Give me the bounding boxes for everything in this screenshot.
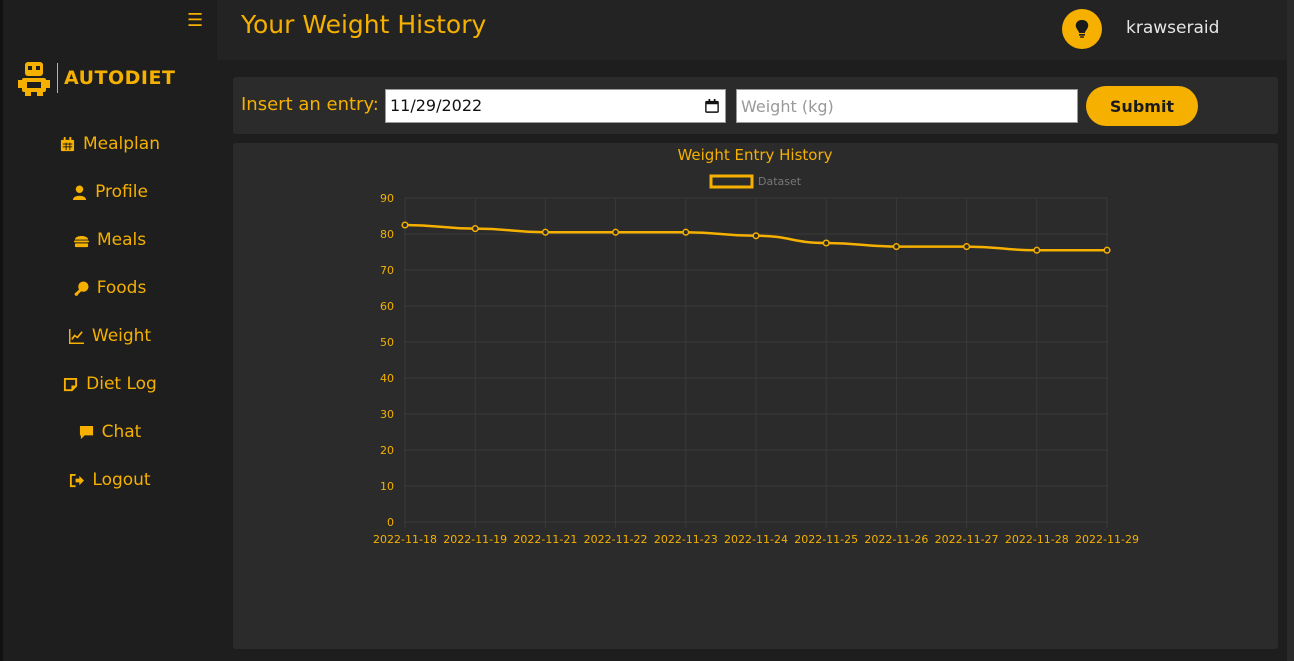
hamburger-menu-icon[interactable]: ☰: [187, 10, 204, 31]
lightbulb-button[interactable]: [1062, 9, 1102, 49]
weight-input[interactable]: [736, 89, 1078, 123]
username-label[interactable]: krawseraid: [1126, 18, 1220, 38]
top-bar: Your Weight History krawseraid: [217, 0, 1287, 60]
y-tick-label: 10: [380, 480, 394, 493]
data-point[interactable]: [892, 243, 900, 251]
chart-line-icon: [68, 328, 84, 344]
logout-icon: [70, 473, 85, 487]
page-title: Your Weight History: [241, 10, 487, 39]
sidebar-item-label: Meals: [96, 230, 147, 250]
x-tick-label: 2022-11-18: [373, 533, 437, 546]
user-icon: [73, 184, 87, 200]
chart-title: Weight Entry History: [677, 146, 832, 164]
sidebar-item-chat[interactable]: Chat: [3, 408, 217, 456]
sidebar-item-mealplan[interactable]: Mealplan: [3, 120, 217, 168]
sidebar-item-label: Diet Log: [86, 374, 157, 394]
x-tick-label: 2022-11-19: [443, 533, 507, 546]
drumstick-icon: [74, 280, 89, 296]
sidebar-item-label: Foods: [96, 278, 147, 298]
y-tick-label: 80: [380, 228, 394, 241]
data-point[interactable]: [612, 228, 620, 236]
x-tick-label: 2022-11-29: [1075, 533, 1139, 546]
chart-grid: [404, 197, 1108, 528]
scrollbar-track[interactable]: [1287, 0, 1294, 661]
legend-swatch[interactable]: [709, 174, 754, 189]
data-point[interactable]: [682, 228, 690, 236]
x-axis: 2022-11-18 2022-11-19 2022-11-21 2022-11-22…: [373, 533, 1139, 546]
burger-icon: [73, 235, 89, 247]
submit-button[interactable]: Submit: [1086, 86, 1198, 126]
robot-logo-icon: [18, 62, 50, 96]
calendar-picker-icon[interactable]: [705, 99, 719, 113]
y-axis: 0 10 20 30 40 50 60 70 80 90: [380, 192, 394, 529]
logo-divider: [57, 63, 58, 93]
y-tick-label: 70: [380, 264, 394, 277]
sidebar-item-label: Weight: [91, 326, 152, 346]
sidebar-item-label: Chat: [101, 422, 142, 442]
y-tick-label: 60: [380, 300, 394, 313]
sidebar-item-logout[interactable]: Logout: [3, 456, 217, 504]
y-tick-label: 90: [380, 192, 394, 205]
y-tick-label: 20: [380, 444, 394, 457]
entry-form-label: Insert an entry:: [241, 94, 379, 115]
data-point[interactable]: [1033, 246, 1041, 254]
x-tick-label: 2022-11-23: [654, 533, 718, 546]
x-tick-label: 2022-11-21: [513, 533, 577, 546]
x-tick-label: 2022-11-22: [584, 533, 648, 546]
sidebar-item-diet-log[interactable]: Diet Log: [3, 360, 217, 408]
data-point[interactable]: [401, 221, 409, 229]
date-input[interactable]: 11/29/2022: [385, 89, 726, 123]
weight-chart-card: Weight Entry History Dataset 0 10 20 30 40 50…: [233, 143, 1278, 649]
calendar-icon: [60, 136, 75, 151]
sidebar-item-weight[interactable]: Weight: [3, 312, 217, 360]
sidebar-item-label: Mealplan: [83, 134, 160, 154]
y-tick-label: 50: [380, 336, 394, 349]
logo-text: AUTODIET: [64, 67, 176, 89]
x-tick-label: 2022-11-27: [935, 533, 999, 546]
data-point[interactable]: [541, 228, 549, 236]
data-point[interactable]: [471, 225, 479, 233]
sidebar-item-meals[interactable]: Meals: [3, 216, 217, 264]
x-tick-label: 2022-11-26: [864, 533, 928, 546]
sidebar-item-foods[interactable]: Foods: [3, 264, 217, 312]
y-tick-label: 40: [380, 372, 394, 385]
legend-label: Dataset: [758, 175, 802, 188]
weight-chart: Weight Entry History Dataset 0 10 20 30 40 50…: [373, 146, 1139, 546]
x-tick-label: 2022-11-28: [1005, 533, 1069, 546]
note-icon: [64, 377, 78, 391]
main-content: Insert an entry: 11/29/2022 Submit Weigh…: [217, 60, 1287, 661]
data-point[interactable]: [1103, 246, 1111, 254]
sidebar-item-profile[interactable]: Profile: [3, 168, 217, 216]
y-tick-label: 0: [387, 516, 394, 529]
comment-icon: [79, 425, 93, 439]
x-tick-label: 2022-11-25: [794, 533, 858, 546]
data-point[interactable]: [752, 232, 760, 240]
sidebar-item-label: Logout: [92, 470, 151, 490]
lightbulb-icon: [1075, 20, 1089, 38]
sidebar-nav: Mealplan Profile Meals Foods Weight Diet…: [3, 120, 217, 504]
data-point[interactable]: [822, 239, 830, 247]
sidebar-item-label: Profile: [95, 182, 148, 202]
x-tick-label: 2022-11-24: [724, 533, 788, 546]
sidebar: ☰ AUTODIET Mealplan Profile Meals: [0, 0, 217, 661]
data-point[interactable]: [963, 243, 971, 251]
date-value: 11/29/2022: [390, 96, 483, 115]
series-points: [401, 221, 1111, 254]
app-logo[interactable]: AUTODIET: [17, 58, 175, 98]
entry-form: Insert an entry: 11/29/2022 Submit: [233, 77, 1278, 134]
y-tick-label: 30: [380, 408, 394, 421]
